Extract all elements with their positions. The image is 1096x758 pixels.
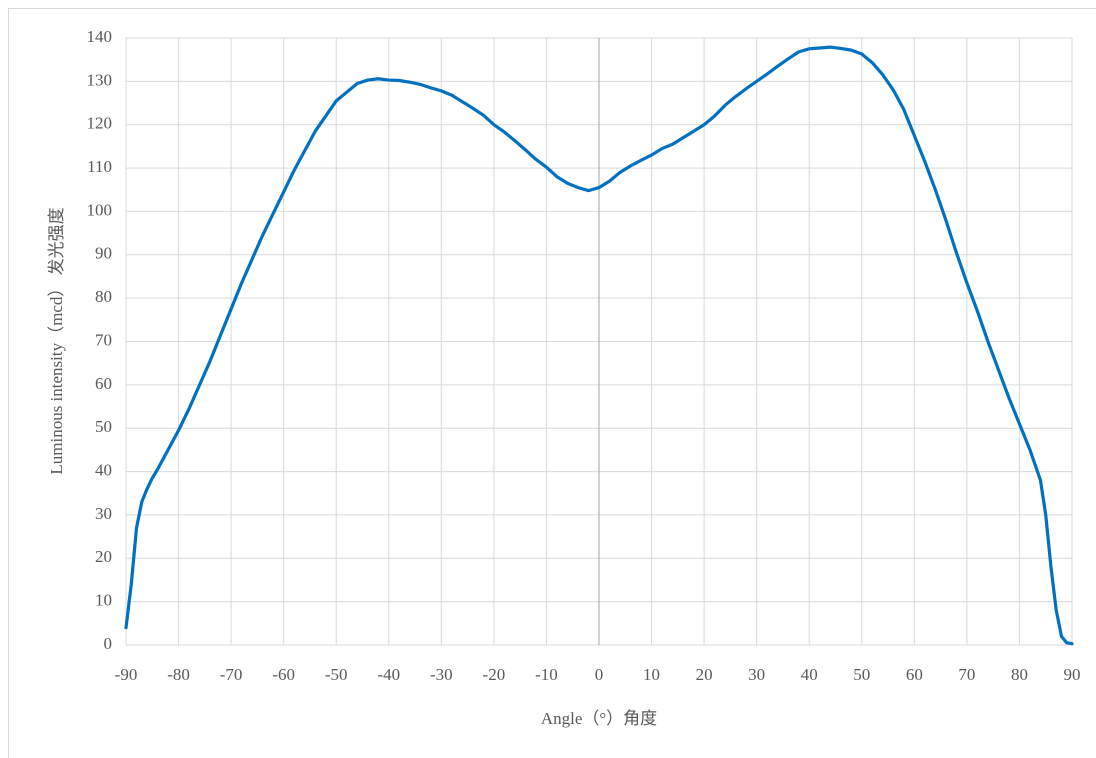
- y-tick-label: 30: [95, 504, 112, 523]
- x-tick-label: -90: [115, 665, 138, 684]
- x-tick-label: -80: [167, 665, 190, 684]
- y-tick-label: 60: [95, 374, 112, 393]
- x-tick-label: 90: [1064, 665, 1081, 684]
- x-tick-label: 20: [696, 665, 713, 684]
- y-tick-label: 90: [95, 244, 112, 263]
- x-tick-label: 40: [801, 665, 818, 684]
- y-tick-label: 0: [104, 634, 113, 653]
- x-tick-label: -50: [325, 665, 348, 684]
- x-tick-label: 80: [1011, 665, 1028, 684]
- chart-border: [8, 8, 1096, 758]
- y-tick-label: 10: [95, 591, 112, 610]
- data-line: [124, 45, 1074, 646]
- x-tick-label: -70: [220, 665, 243, 684]
- x-tick-label: 0: [595, 665, 604, 684]
- y-tick-label: 70: [95, 330, 112, 349]
- y-tick-label: 130: [87, 70, 113, 89]
- plot: [124, 45, 1074, 646]
- y-tick-label: 40: [95, 460, 112, 479]
- y-tick-label: 80: [95, 287, 112, 306]
- x-tick-label: 10: [643, 665, 660, 684]
- x-tick-label: 70: [958, 665, 975, 684]
- x-tick-label: -60: [272, 665, 295, 684]
- x-tick-label: -30: [430, 665, 453, 684]
- y-axis-title: Luminous intensity（mcd） 发光强度: [47, 207, 66, 474]
- x-tick-label: 50: [853, 665, 870, 684]
- x-axis-title: Angle（°）角度: [541, 709, 657, 728]
- y-tick-label: 50: [95, 417, 112, 436]
- x-tick-label: 60: [906, 665, 923, 684]
- x-tick-label: -10: [535, 665, 558, 684]
- y-tick-label: 140: [87, 27, 113, 46]
- y-tick-label: 100: [87, 200, 113, 219]
- x-tick-label: -40: [377, 665, 400, 684]
- y-tick-label: 110: [87, 157, 112, 176]
- x-tick-label: -20: [483, 665, 506, 684]
- grid: [125, 37, 1073, 646]
- y-tick-label: 120: [87, 114, 113, 133]
- y-tick-label: 20: [95, 547, 112, 566]
- x-tick-label: 30: [748, 665, 765, 684]
